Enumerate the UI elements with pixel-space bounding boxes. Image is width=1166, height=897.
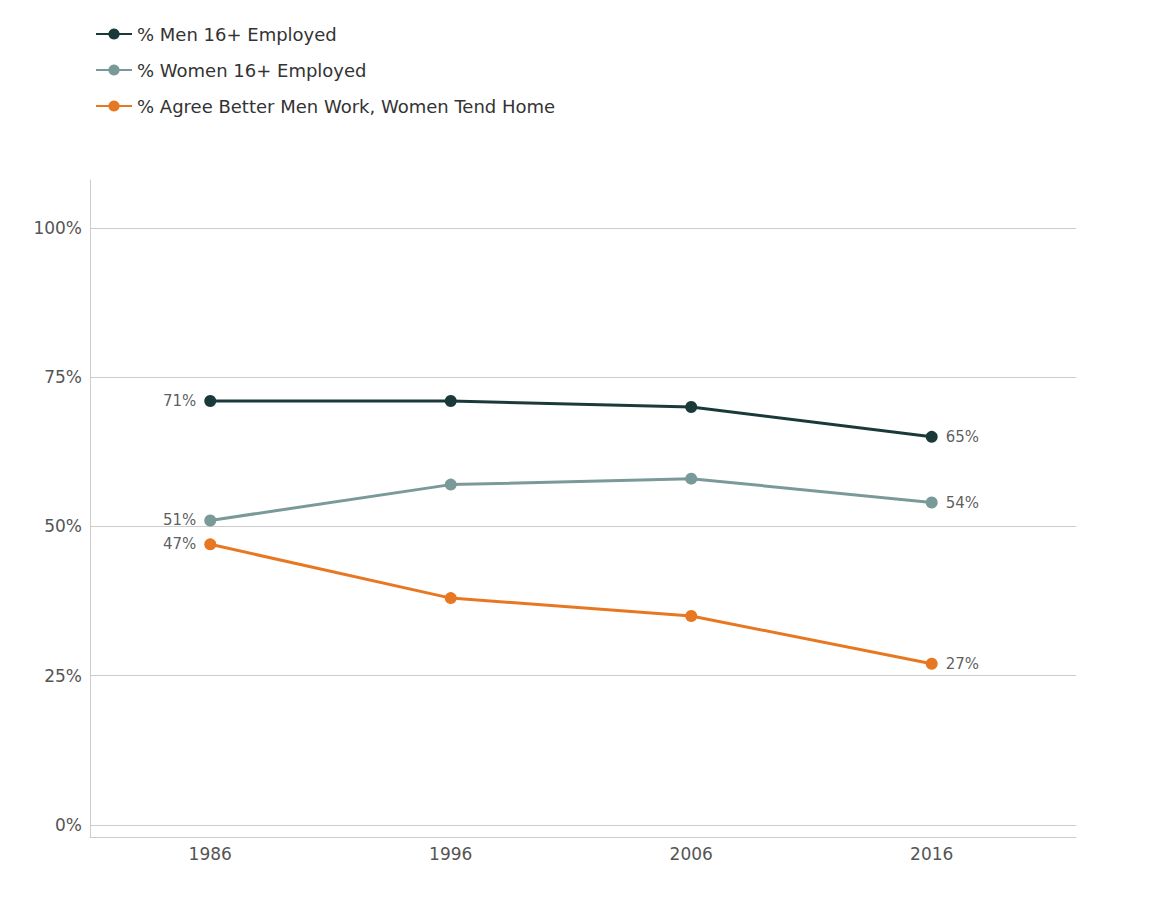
- svg-text:100%: 100%: [33, 218, 82, 238]
- svg-text:% Agree Better Men Work, Women: % Agree Better Men Work, Women Tend Home: [137, 96, 555, 117]
- svg-text:47%: 47%: [163, 535, 196, 553]
- svg-text:27%: 27%: [946, 655, 979, 673]
- svg-text:2016: 2016: [910, 844, 953, 864]
- svg-text:65%: 65%: [946, 428, 979, 446]
- svg-text:75%: 75%: [44, 367, 82, 387]
- svg-text:71%: 71%: [163, 392, 196, 410]
- svg-text:51%: 51%: [163, 511, 196, 529]
- svg-text:2006: 2006: [670, 844, 713, 864]
- svg-text:25%: 25%: [44, 666, 82, 686]
- svg-text:1996: 1996: [429, 844, 472, 864]
- svg-text:50%: 50%: [44, 516, 82, 536]
- svg-text:0%: 0%: [55, 815, 82, 835]
- svg-text:1986: 1986: [189, 844, 232, 864]
- svg-text:% Women 16+ Employed: % Women 16+ Employed: [137, 60, 367, 81]
- svg-text:% Men 16+ Employed: % Men 16+ Employed: [137, 24, 337, 45]
- svg-text:54%: 54%: [946, 494, 979, 512]
